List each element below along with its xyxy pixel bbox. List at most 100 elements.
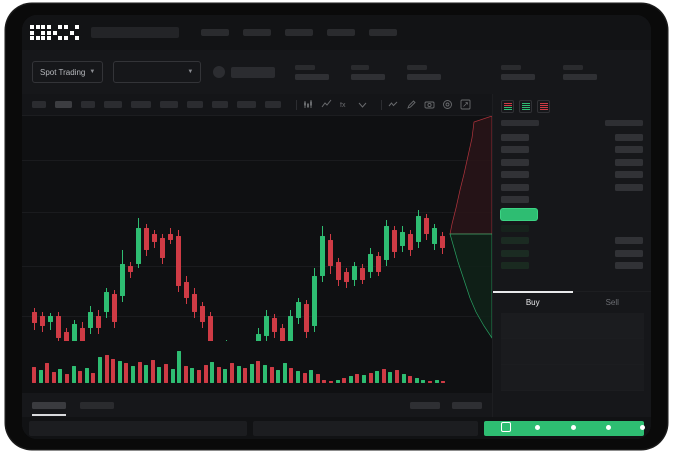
camera-icon[interactable] [424,99,435,110]
indicators-icon[interactable]: fx [339,99,350,110]
bid-price [501,249,529,257]
ask-price [501,158,529,166]
volume-bar [276,370,281,383]
trading-mode-selector[interactable]: Spot Trading ▼ [32,61,104,83]
tab-sell[interactable]: Sell [605,298,619,307]
last-price [231,66,276,78]
tab-open-orders[interactable] [32,401,66,416]
order-price-field[interactable] [501,313,644,339]
nav-item-2[interactable] [243,29,271,36]
ask-price [501,196,529,204]
ask-price [501,171,529,179]
volume-bar [249,364,254,383]
device-screen: Spot Trading ▼ ▼ [22,15,651,439]
interval-button-6[interactable] [187,101,203,108]
volume-bar [388,372,393,383]
nav-item-3[interactable] [285,29,313,36]
slider-stop-75[interactable] [606,424,611,430]
price-candlestick-chart[interactable] [22,116,492,341]
bottom-panel-2[interactable] [253,420,478,436]
asks-only-icon[interactable] [537,100,550,113]
interval-button-7[interactable] [212,101,228,108]
orders-action-1[interactable] [410,401,440,409]
slider-handle[interactable] [501,422,511,432]
toolbar-divider [296,99,297,110]
interval-button-9[interactable] [265,101,281,108]
order-book-ask-row[interactable] [501,131,643,144]
stat-value [501,73,536,80]
logo-glyph-o [30,25,45,40]
order-book-bid-row[interactable] [501,222,643,235]
volume-bar [256,361,261,383]
order-book-ask-row[interactable] [501,156,643,169]
pencil-icon[interactable] [406,99,417,110]
interval-button-3[interactable] [104,101,122,108]
stat-label [351,64,370,70]
volume-bar [368,373,373,383]
chart-toolbar: fx [22,94,492,116]
gridline-0 [22,160,492,161]
pair-selector[interactable]: ▼ [113,61,202,83]
bids-only-icon[interactable] [519,100,532,113]
bottom-panel-1[interactable] [29,420,247,436]
order-book-ask-row[interactable] [501,194,643,207]
slider-stop-50[interactable] [571,424,576,430]
mark-price-row[interactable] [501,206,643,222]
order-book-ask-row[interactable] [501,169,643,182]
chevron-down-icon: ▼ [187,69,194,75]
both-icon[interactable] [501,100,514,113]
volume-bar [296,371,300,383]
amount-percent-slider[interactable] [501,420,645,434]
slider-stop-25[interactable] [535,424,540,430]
interval-button-4[interactable] [131,101,151,108]
volume-bar [329,381,333,383]
volume-bar [78,371,83,383]
order-book-ask-row[interactable] [501,144,643,157]
slider-stop-100[interactable] [640,424,645,430]
interval-button-0[interactable] [32,101,46,108]
order-book-asks [501,131,643,206]
order-book-header [501,120,643,126]
interval-buttons [32,101,290,108]
volume-bar [302,373,307,383]
volume-bar [395,370,399,383]
order-book-bid-row[interactable] [501,235,643,248]
trend-line-icon[interactable] [388,99,399,110]
orders-action-2[interactable] [452,401,482,409]
order-amount-field[interactable] [501,339,644,365]
volume-bar [263,365,267,383]
order-book-panel: Buy Sell [492,94,651,439]
volume-bar [144,365,149,383]
volume-bar [210,362,215,383]
tab-order-history[interactable] [80,401,114,409]
nav-item-5[interactable] [369,29,397,36]
trading-mode-label: Spot Trading [40,67,86,77]
interval-button-1[interactable] [55,101,72,108]
fullscreen-icon[interactable] [460,99,471,110]
column-header-price [501,120,539,126]
submit-order-button[interactable] [484,420,644,436]
nav-item-1[interactable] [201,29,229,36]
search-input[interactable] [91,27,179,38]
interval-button-2[interactable] [81,101,95,108]
candlestick-chart-icon[interactable] [303,99,314,110]
coin-avatar [213,66,226,78]
ask-amount [615,146,643,154]
order-book-bid-row[interactable] [501,247,643,260]
tab-buy[interactable]: Buy [493,291,573,313]
compare-icon[interactable] [357,99,368,110]
nav-item-4[interactable] [327,29,355,36]
gridline-2 [22,266,492,267]
order-book-bid-row[interactable] [501,260,643,273]
settings-gear-icon[interactable] [442,99,453,110]
volume-bar [170,369,175,383]
order-total-field[interactable] [501,365,644,391]
interval-button-5[interactable] [160,101,178,108]
interval-button-8[interactable] [237,101,256,108]
order-book-ask-row[interactable] [501,181,643,194]
header-nav [201,29,397,36]
okx-trading-app: Spot Trading ▼ ▼ [22,15,651,439]
line-chart-icon[interactable] [321,99,332,110]
volume-bar [401,374,406,383]
okx-logo-icon[interactable] [30,25,79,40]
